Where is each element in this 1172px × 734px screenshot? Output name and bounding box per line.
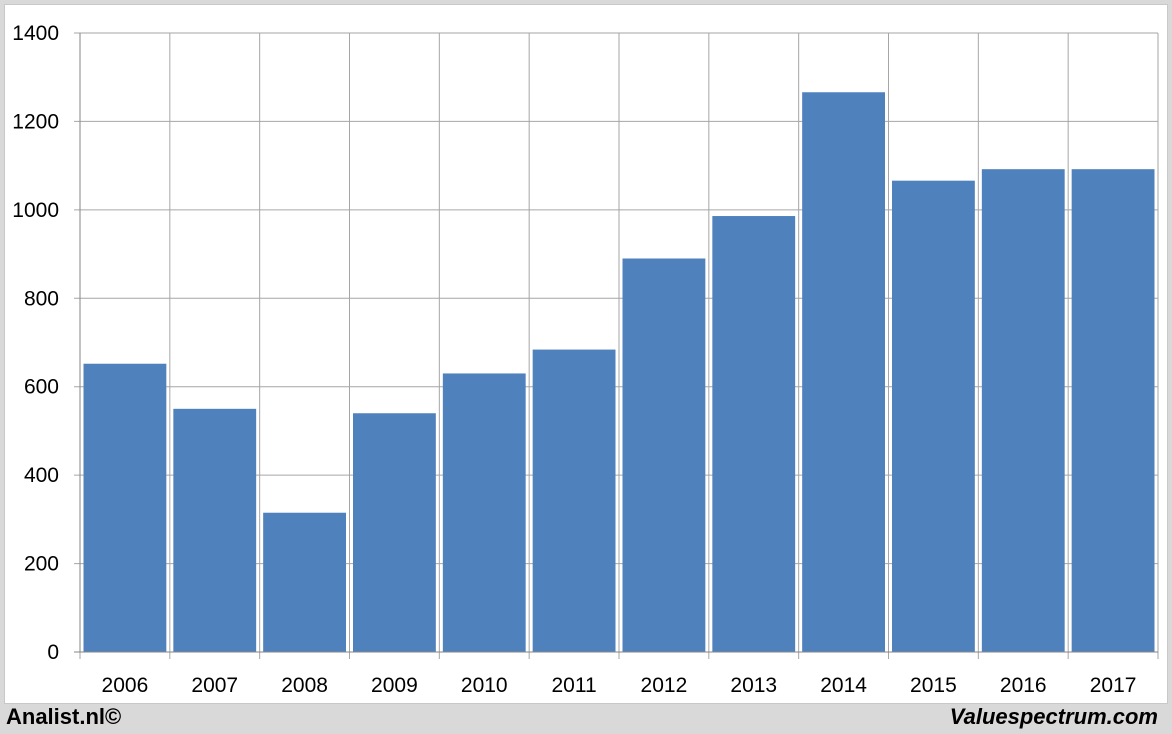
bar-2013 bbox=[712, 216, 796, 652]
y-tick-label: 0 bbox=[47, 641, 59, 664]
y-tick-label: 200 bbox=[24, 553, 59, 576]
bar-2012 bbox=[622, 258, 706, 652]
x-tick-label: 2006 bbox=[102, 674, 149, 697]
bar-2016 bbox=[981, 169, 1065, 652]
x-tick-label: 2008 bbox=[281, 674, 328, 697]
y-tick-label: 600 bbox=[24, 376, 59, 399]
bar-2006 bbox=[83, 363, 167, 652]
x-tick-label: 2014 bbox=[820, 674, 867, 697]
x-tick-labels: 2006 2007 2008 2009 2010 2011 2012 2013 2014 2015… bbox=[102, 674, 1137, 697]
x-tick-label: 2007 bbox=[191, 674, 238, 697]
x-tick-label: 2011 bbox=[551, 674, 596, 697]
footer-site-label: Valuespectrum.com bbox=[949, 704, 1158, 729]
y-tick-labels: 0 200 400 600 800 1000 1200 1400 bbox=[12, 22, 59, 664]
x-tick-label: 2017 bbox=[1090, 674, 1137, 697]
bar-2009 bbox=[353, 413, 436, 652]
x-tick-label: 2015 bbox=[910, 674, 957, 697]
y-tick-label: 1400 bbox=[12, 22, 59, 45]
y-tick-label: 400 bbox=[24, 464, 59, 487]
x-tick-label: 2010 bbox=[461, 674, 508, 697]
axes bbox=[74, 33, 1158, 653]
bar-2010 bbox=[442, 373, 526, 652]
bar-2008 bbox=[263, 512, 346, 652]
x-tick-label: 2016 bbox=[1000, 674, 1047, 697]
y-tick-label: 800 bbox=[24, 287, 59, 310]
y-tick-label: 1200 bbox=[12, 110, 59, 133]
y-tick-label: 1000 bbox=[12, 199, 59, 222]
x-tick-label: 2009 bbox=[371, 674, 418, 697]
bars bbox=[83, 92, 1155, 653]
bar-2011 bbox=[532, 349, 616, 652]
bar-2007 bbox=[173, 408, 257, 652]
x-tick-label: 2012 bbox=[641, 674, 688, 697]
footer-source-label: Analist.nl© bbox=[6, 704, 122, 729]
bar-2015 bbox=[892, 180, 975, 652]
x-tick-label: 2013 bbox=[730, 674, 777, 697]
bar-2017 bbox=[1071, 169, 1155, 652]
bar-2014 bbox=[802, 92, 885, 653]
